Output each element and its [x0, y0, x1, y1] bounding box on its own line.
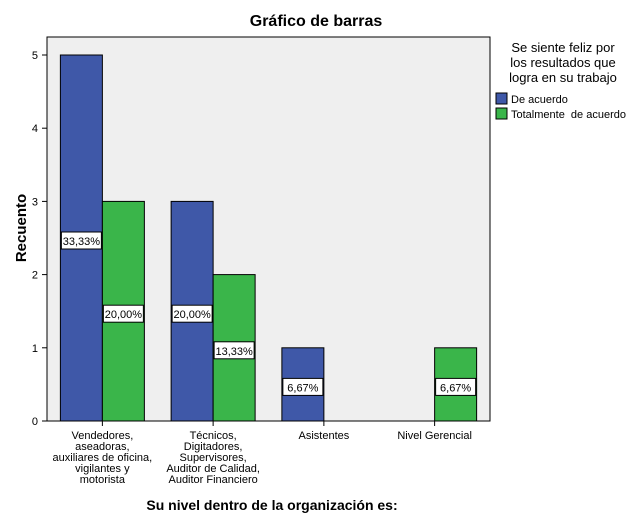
data-label-box	[171, 304, 213, 323]
y-axis-title: Recuento	[13, 194, 30, 262]
data-label: 6,67%	[287, 382, 318, 394]
data-label-box	[60, 231, 102, 250]
data-label-box	[282, 377, 324, 396]
y-tick-label: 2	[32, 270, 38, 282]
x-tick-label: Técnicos, Digitadores, Supervisores, Audito…	[166, 430, 260, 486]
y-tick-label: 3	[32, 196, 38, 208]
plot-area: 0 1 2 3 4 5 33,33% 20,00% 6,67% 20,00% 13,33% 6,67%…	[32, 36, 491, 486]
y-tick-label: 5	[32, 50, 38, 62]
data-label-box	[213, 341, 255, 360]
x-axis-title: Su nivel dentro de la organización es:	[146, 497, 397, 513]
data-label: 33,33%	[63, 236, 101, 248]
legend-label: De acuerdo	[511, 94, 568, 106]
y-tick-label: 4	[32, 123, 38, 135]
legend: Se siente feliz por los resultados que log…	[495, 40, 626, 121]
legend-title: Se siente feliz por los resultados que log…	[509, 40, 617, 85]
data-label: 20,00%	[105, 309, 143, 321]
x-tick-label: Asistentes	[299, 430, 350, 442]
chart-title: Gráfico de barras	[250, 13, 383, 30]
y-tick-label: 1	[32, 343, 38, 355]
data-label: 20,00%	[173, 309, 211, 321]
data-label: 6,67%	[440, 382, 471, 394]
data-label-box	[435, 377, 477, 396]
y-tick-label: 0	[32, 416, 38, 428]
data-label-box	[102, 304, 144, 323]
legend-swatch	[495, 92, 508, 105]
data-label: 13,33%	[215, 346, 253, 358]
legend-swatch	[495, 107, 508, 120]
legend-label: Totalmente de acuerdo	[511, 109, 626, 121]
x-tick-label: Vendedores, aseadoras, auxiliares de ofici…	[53, 430, 153, 486]
x-tick-label: Nivel Gerencial	[397, 430, 472, 442]
